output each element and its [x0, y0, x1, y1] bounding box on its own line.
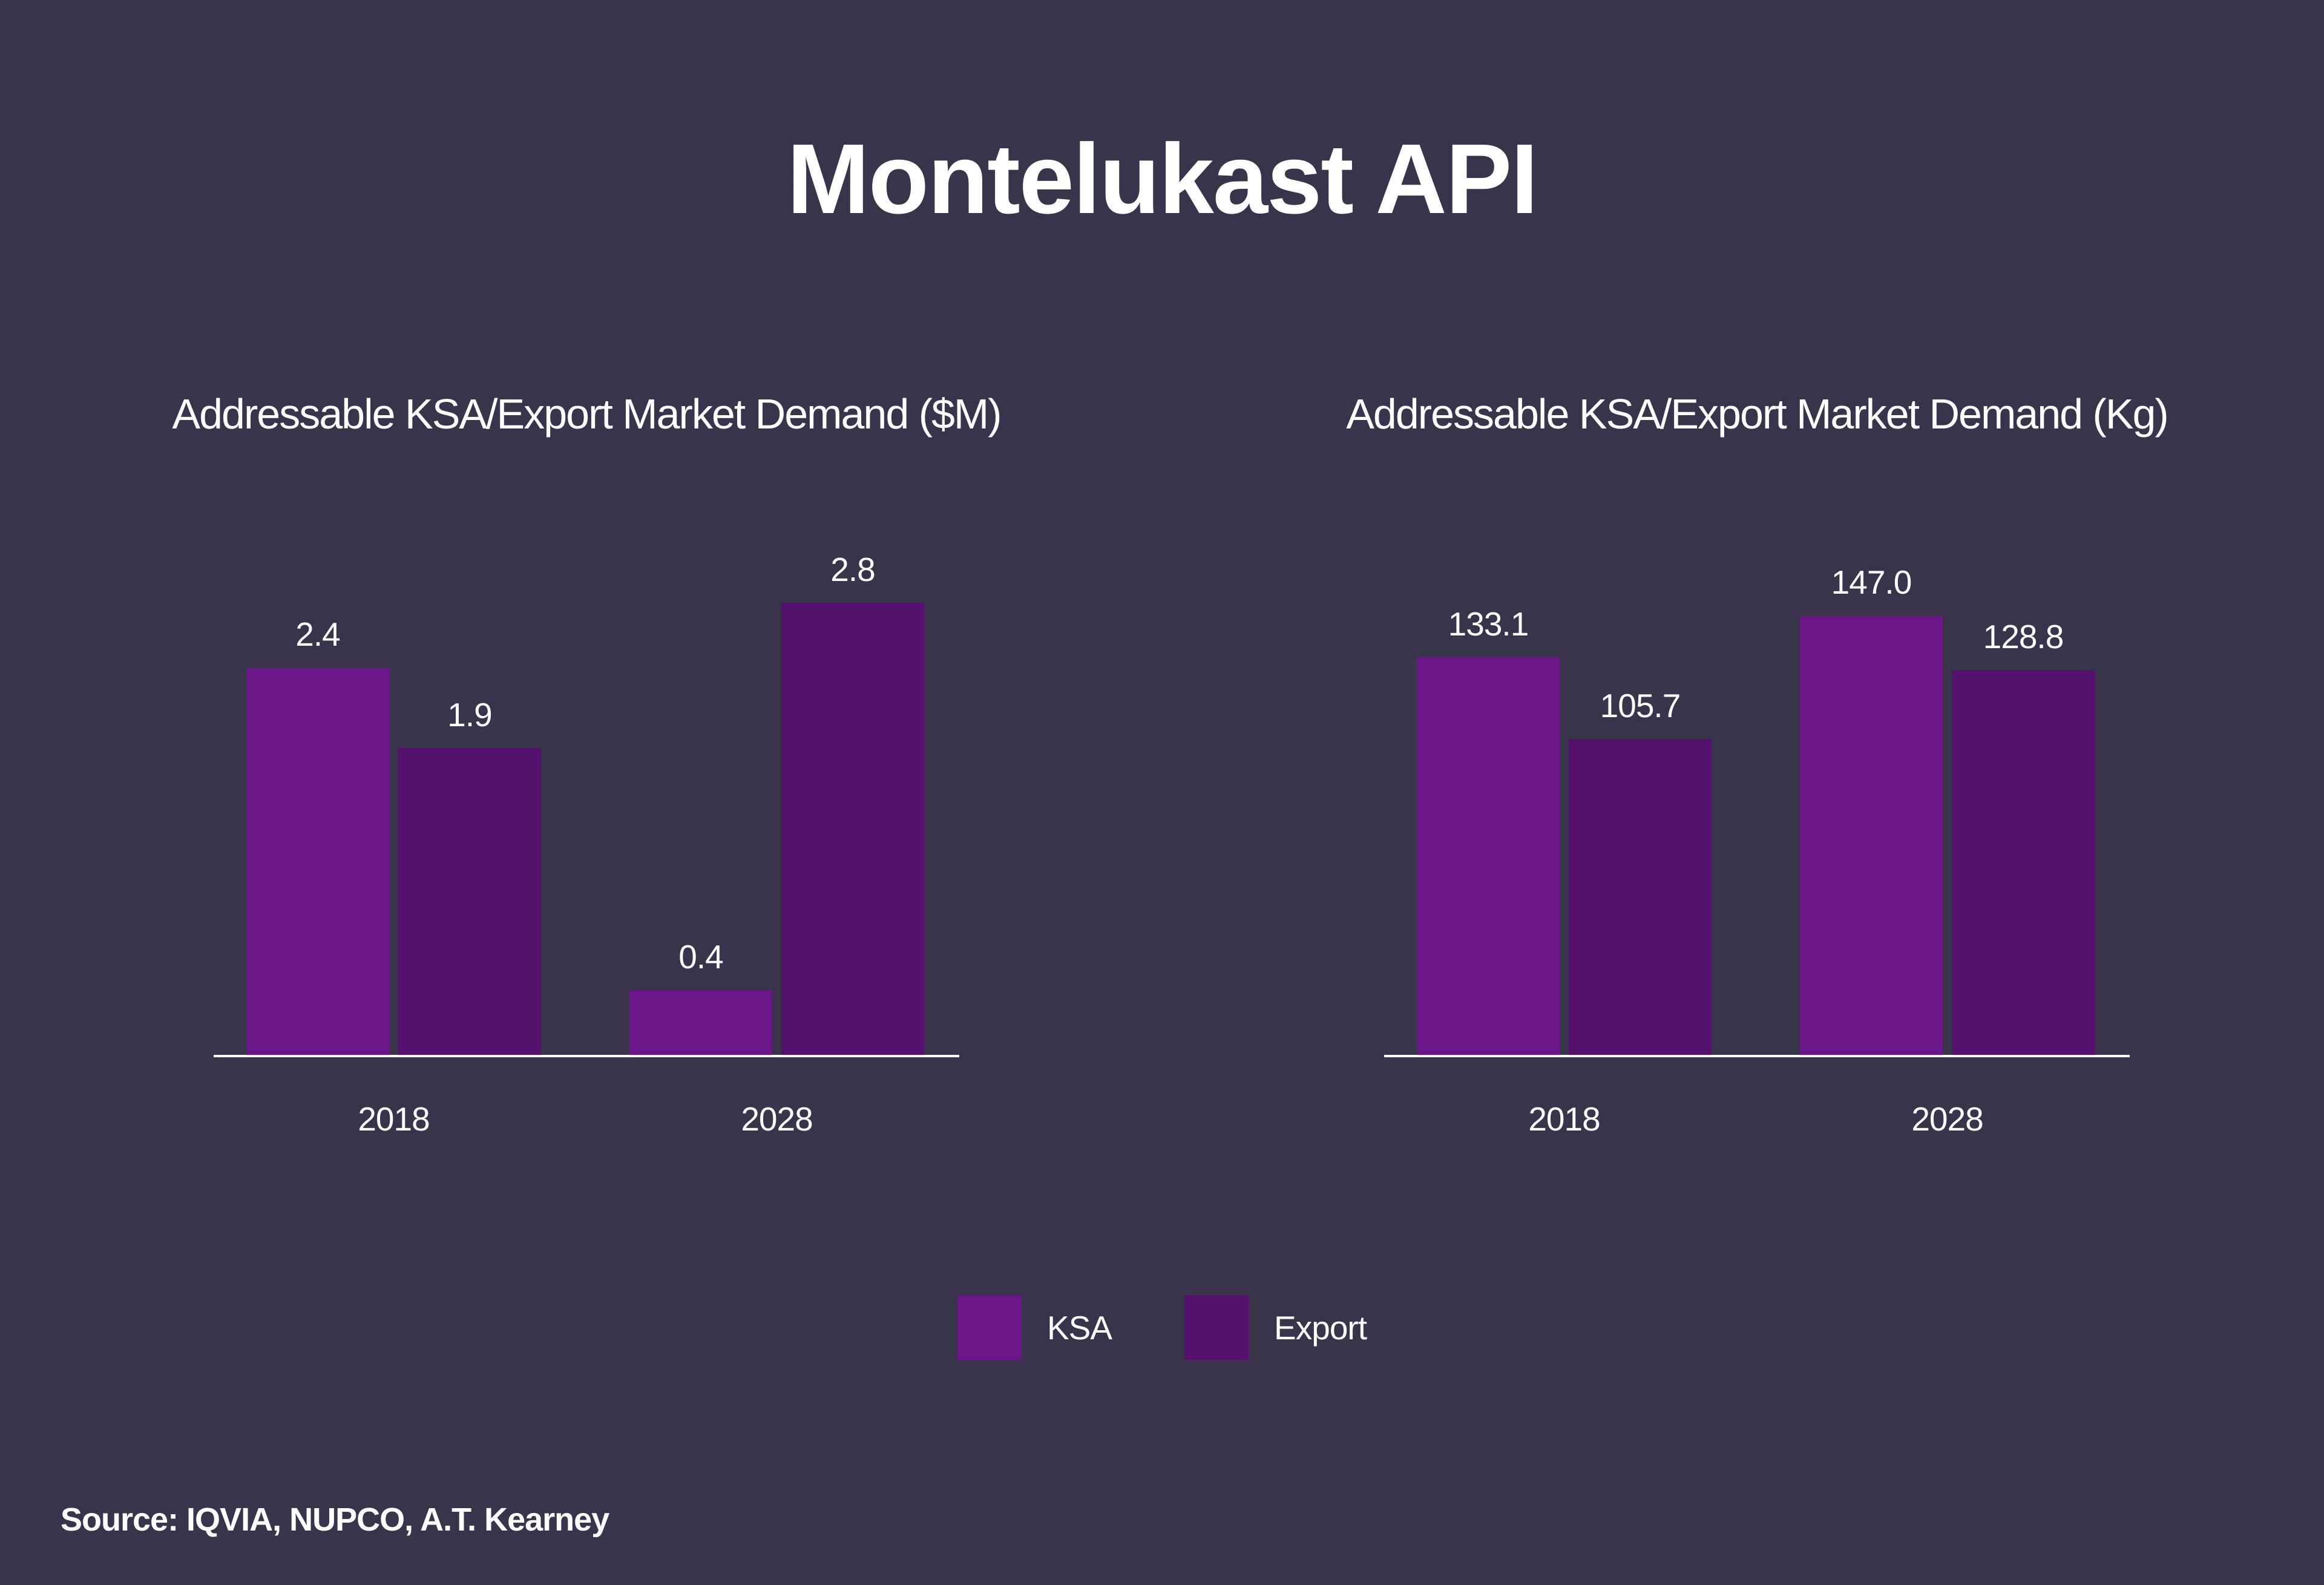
- value-label-export-2028: 128.8: [1983, 617, 2064, 655]
- legend-label-export: Export: [1274, 1308, 1367, 1347]
- legend-item-ksa: KSA: [957, 1295, 1112, 1360]
- bar-export-2028: [781, 603, 924, 1055]
- x-axis-label-2028: 2028: [741, 1100, 813, 1138]
- x-axis-label-2018: 2018: [1528, 1100, 1600, 1138]
- legend-label-ksa: KSA: [1046, 1308, 1112, 1347]
- page-title: Montelukast API: [787, 123, 1538, 234]
- bar-export-2028: [1952, 670, 2095, 1055]
- left-chart-plot-area: 2.4 1.9 2018 0.4 2.8 2028: [214, 551, 959, 1137]
- source-note: Source: IQVIA, NUPCO, A.T. Kearney: [61, 1501, 609, 1538]
- bar-ksa-2018: [1417, 657, 1560, 1055]
- bar-ksa-2028: [1800, 615, 1943, 1055]
- value-label-ksa-2028: 147.0: [1831, 563, 1912, 601]
- value-label-ksa-2028: 0.4: [678, 937, 723, 976]
- bar-ksa-2028: [629, 990, 772, 1055]
- chart-legend: KSA Export: [0, 1295, 2324, 1360]
- legend-swatch-export: [1184, 1295, 1249, 1360]
- value-label-export-2018: 1.9: [447, 695, 492, 733]
- right-chart-plot-area: 133.1 105.7 2018 147.0 128.8 2028: [1384, 563, 2130, 1137]
- value-label-export-2018: 105.7: [1600, 686, 1681, 724]
- legend-item-export: Export: [1184, 1295, 1367, 1360]
- value-label-ksa-2018: 133.1: [1448, 605, 1529, 643]
- legend-swatch-ksa: [957, 1295, 1022, 1360]
- bar-export-2018: [1569, 739, 1712, 1055]
- bar-ksa-2018: [246, 668, 389, 1055]
- right-chart-title: Addressable KSA/Export Market Demand (Kg…: [1346, 390, 2169, 438]
- left-chart-title: Addressable KSA/Export Market Demand ($M…: [172, 390, 1002, 438]
- x-axis-label-2018: 2018: [358, 1100, 430, 1138]
- value-label-export-2028: 2.8: [830, 550, 875, 588]
- bar-export-2018: [398, 748, 541, 1055]
- value-label-ksa-2018: 2.4: [295, 615, 340, 653]
- x-axis-label-2028: 2028: [1911, 1100, 1983, 1138]
